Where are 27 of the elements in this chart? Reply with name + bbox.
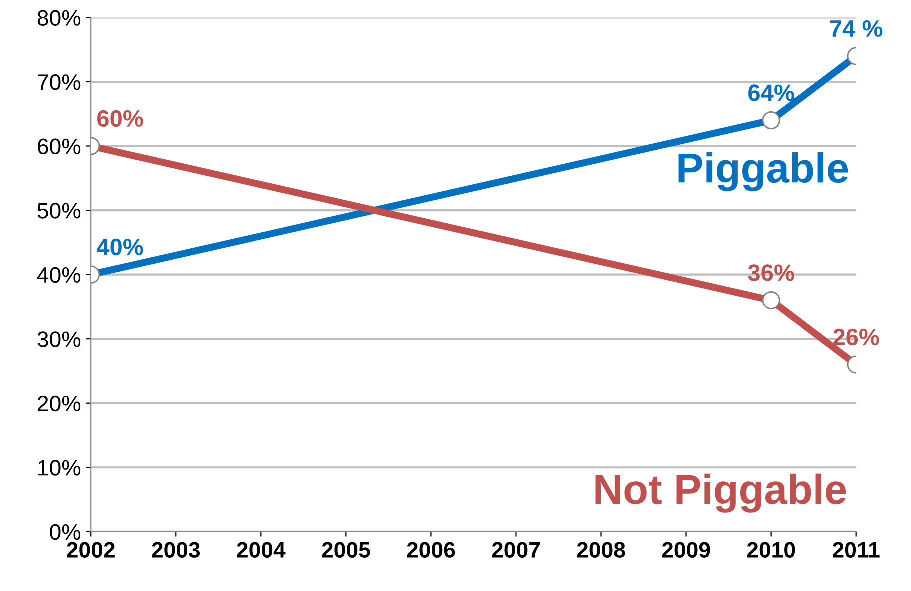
- y-tick-label: 70%: [38, 74, 81, 90]
- series-label: Piggable: [678, 152, 848, 192]
- x-tick-label: 2008: [577, 542, 626, 558]
- data-label: 74 %: [830, 20, 883, 38]
- y-tick-label: 80%: [38, 10, 81, 26]
- data-label: 26%: [834, 328, 880, 346]
- y-tick-label: 50%: [38, 203, 81, 219]
- y-tick-label: 10%: [38, 460, 81, 476]
- x-tick-label: 2004: [237, 542, 286, 558]
- y-tick-label: 0%: [50, 524, 81, 540]
- data-label: 36%: [748, 264, 794, 282]
- data-label: 60%: [98, 110, 144, 128]
- y-tick-label: 20%: [38, 396, 81, 412]
- x-tick-label: 2011: [833, 542, 880, 558]
- text: Not Piggable: [596, 474, 846, 513]
- y-tick-label: 40%: [37, 267, 81, 284]
- x-tick-label: 2003: [152, 542, 200, 558]
- y-tick-label: 60%: [38, 138, 81, 155]
- x-tick-label: 2006: [407, 542, 456, 558]
- y-tick-label: 30%: [38, 332, 81, 348]
- x-tick-label: 2005: [322, 542, 370, 558]
- data-label: 64%: [748, 84, 794, 102]
- x-tick-label: 2002: [67, 542, 115, 558]
- x-tick-label: 2010: [747, 542, 796, 558]
- x-tick-label: 2007: [492, 542, 540, 558]
- data-label: 40%: [97, 238, 144, 256]
- x-tick-label: 2009: [662, 542, 710, 558]
